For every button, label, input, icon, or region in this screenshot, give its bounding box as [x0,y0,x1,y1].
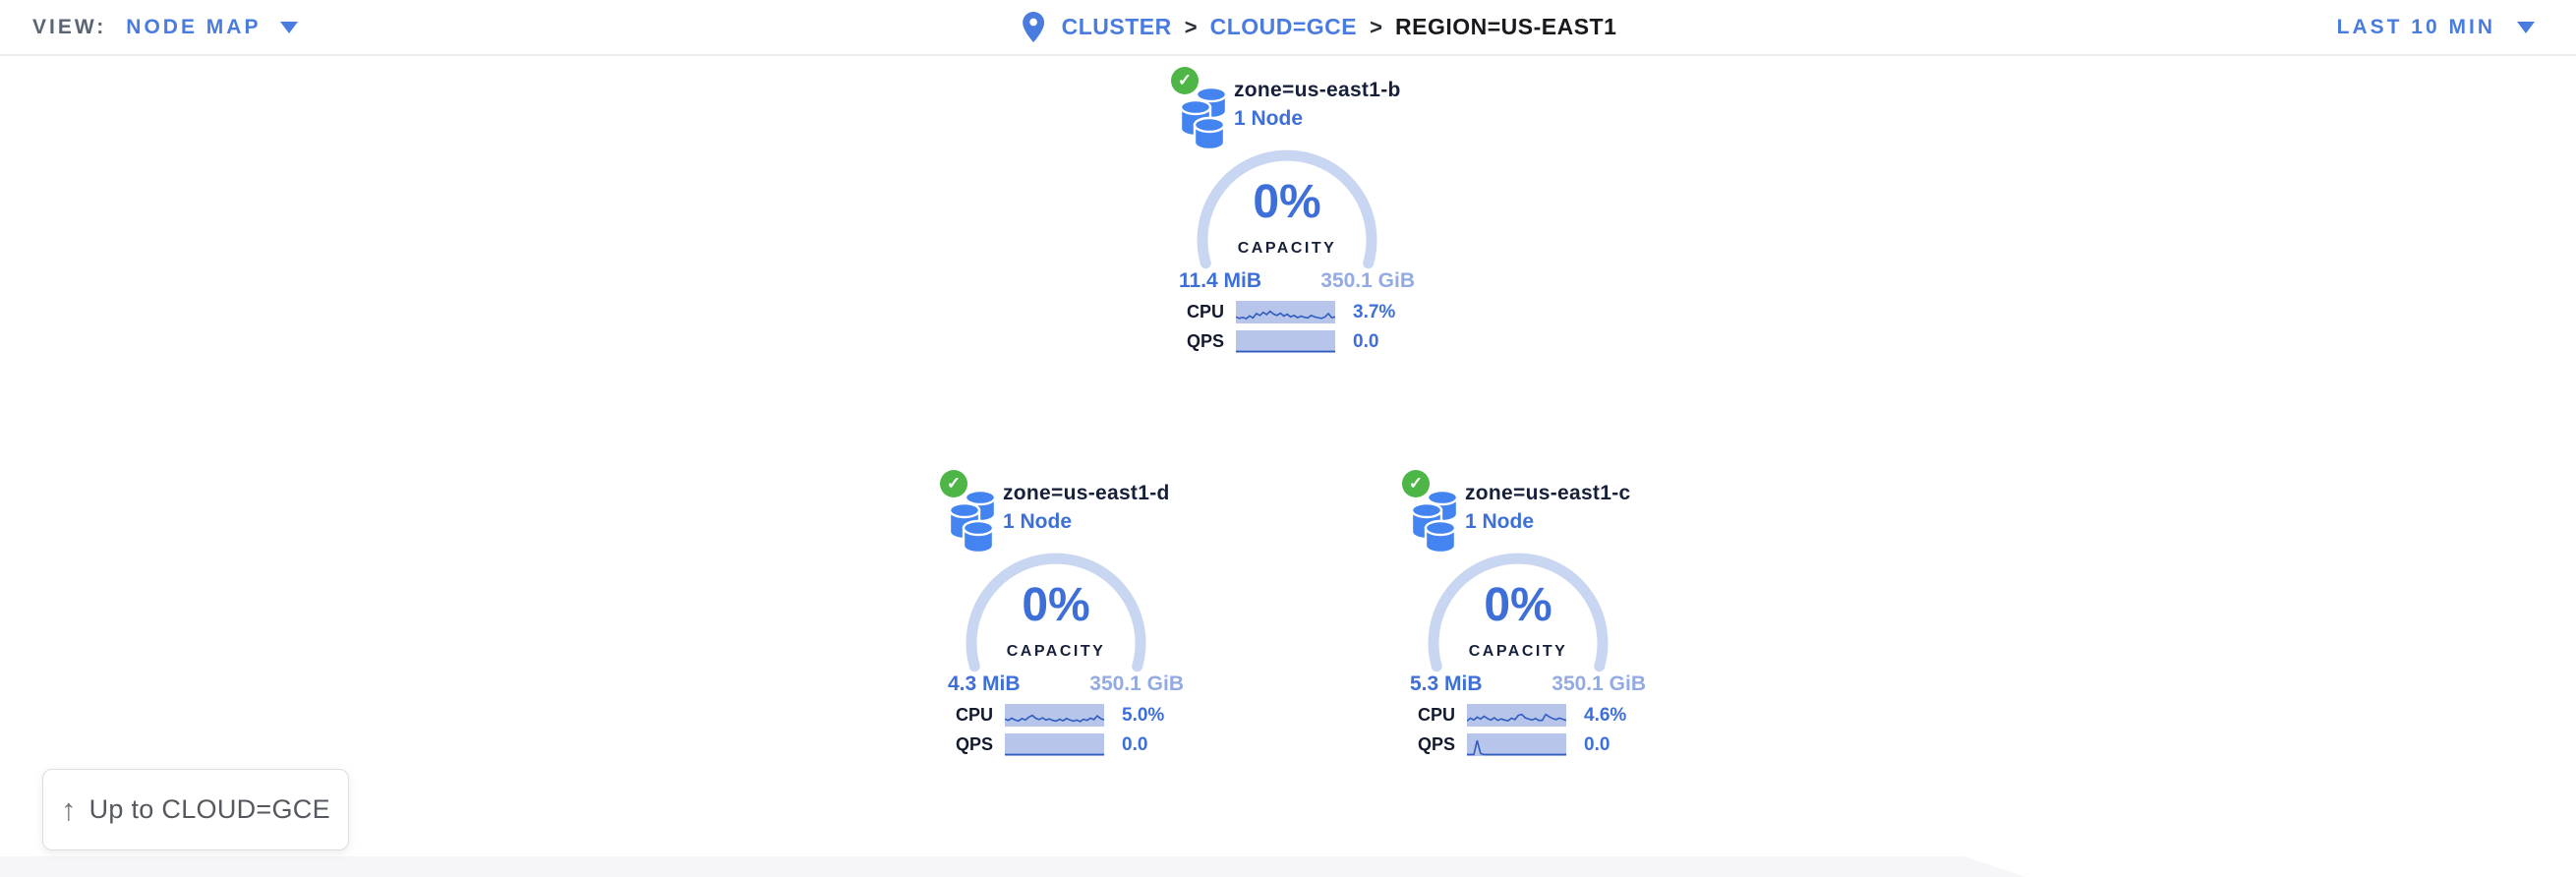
qps-sparkline [1467,733,1566,756]
arrow-up-icon: ↑ [61,792,77,827]
capacity-arc [966,553,1146,672]
zone-card-us-east1-b[interactable]: ✓ zone=us-east1-b 1 Node 0% CAPACITY 11.… [1157,59,1417,356]
nodes-db-icon [1410,489,1459,555]
view-selector: VIEW: NODE MAP [32,0,299,54]
chevron-down-icon [2517,21,2535,33]
cpu-metric-row: CPU 3.7% [1187,301,1415,323]
breadcrumb: CLUSTER > CLOUD=GCE > REGION=US-EAST1 [1023,0,1617,54]
qps-metric-row: QPS 0.0 [1418,733,1646,756]
map-bottom-edge [0,856,2025,877]
time-range-value: LAST 10 MIN [2336,15,2495,38]
capacity-used: 5.3 MiB [1410,672,1483,695]
check-glyph: ✓ [1408,474,1424,493]
capacity-usage-row: 11.4 MiB 350.1 GiB [1179,269,1415,293]
time-range-dropdown[interactable]: LAST 10 MIN [2337,0,2535,54]
breadcrumb-current-region: REGION=US-EAST1 [1394,14,1617,39]
zone-node-count[interactable]: 1 Node [1465,510,1535,533]
cpu-label: CPU [956,705,994,725]
breadcrumb-link-cluster[interactable]: CLUSTER [1061,14,1172,39]
cpu-label: CPU [1418,705,1456,725]
capacity-arc [1428,553,1609,672]
capacity-usage-row: 5.3 MiB 350.1 GiB [1410,672,1646,696]
qps-label: QPS [1418,734,1456,754]
cpu-label: CPU [1187,302,1225,322]
capacity-total: 350.1 GiB [1551,672,1646,695]
zone-card-us-east1-c[interactable]: ✓ zone=us-east1-c 1 Node 0% CAPACITY 5.3… [1388,462,1648,759]
capacity-label: CAPACITY [1237,240,1337,257]
healthy-check-icon: ✓ [940,470,967,497]
healthy-check-icon: ✓ [1402,470,1430,497]
capacity-percent: 0% [1022,579,1090,631]
breadcrumb-separator: > [1184,14,1198,39]
nodes-db-icon [1179,86,1228,151]
qps-metric-row: QPS 0.0 [1187,330,1415,353]
view-dropdown-value: NODE MAP [126,15,262,38]
chevron-down-icon [280,21,299,33]
view-dropdown[interactable]: NODE MAP [126,15,299,39]
qps-label: QPS [956,734,994,754]
capacity-total: 350.1 GiB [1089,672,1184,695]
cpu-sparkline [1005,704,1104,727]
zone-node-count[interactable]: 1 Node [1234,107,1304,130]
topbar: VIEW: NODE MAP CLUSTER > CLOUD=GCE > REG… [0,0,2576,56]
qps-value: 0.0 [1584,733,1610,755]
capacity-percent: 0% [1484,579,1552,631]
cpu-value: 3.7% [1353,301,1396,322]
healthy-check-icon: ✓ [1171,67,1199,94]
capacity-used: 4.3 MiB [948,672,1021,695]
check-glyph: ✓ [946,474,962,493]
zone-title: zone=us-east1-d [1003,482,1170,504]
qps-value: 0.0 [1122,733,1148,755]
cpu-metric-row: CPU 4.6% [1418,704,1646,727]
breadcrumb-separator: > [1370,14,1382,39]
capacity-label: CAPACITY [1006,643,1106,660]
capacity-usage-row: 4.3 MiB 350.1 GiB [948,672,1184,696]
capacity-percent: 0% [1253,176,1321,228]
cpu-metric-row: CPU 5.0% [956,704,1184,727]
location-pin-icon [1023,12,1045,42]
cpu-sparkline [1467,704,1566,727]
capacity-arc [1197,149,1377,269]
qps-label: QPS [1187,331,1225,351]
qps-sparkline [1005,733,1104,756]
qps-metric-row: QPS 0.0 [956,733,1184,756]
capacity-used: 11.4 MiB [1179,269,1262,292]
cpu-sparkline [1236,301,1335,323]
view-label: VIEW: [32,15,107,38]
zone-title: zone=us-east1-c [1465,482,1631,504]
capacity-total: 350.1 GiB [1320,269,1415,292]
cpu-value: 4.6% [1584,704,1627,726]
up-button-label: Up to CLOUD=GCE [88,794,330,824]
capacity-label: CAPACITY [1468,643,1568,660]
zone-card-us-east1-d[interactable]: ✓ zone=us-east1-d 1 Node 0% CAPACITY 4.3… [926,462,1186,759]
cpu-value: 5.0% [1122,704,1165,726]
nodes-db-icon [948,489,997,555]
zone-title: zone=us-east1-b [1234,79,1401,101]
zone-node-count[interactable]: 1 Node [1003,510,1073,533]
up-to-cloud-gce-button[interactable]: ↑ Up to CLOUD=GCE [42,769,349,850]
qps-sparkline [1236,330,1335,353]
check-glyph: ✓ [1177,71,1193,89]
qps-value: 0.0 [1353,330,1379,352]
breadcrumb-link-cloud-gce[interactable]: CLOUD=GCE [1209,14,1358,39]
